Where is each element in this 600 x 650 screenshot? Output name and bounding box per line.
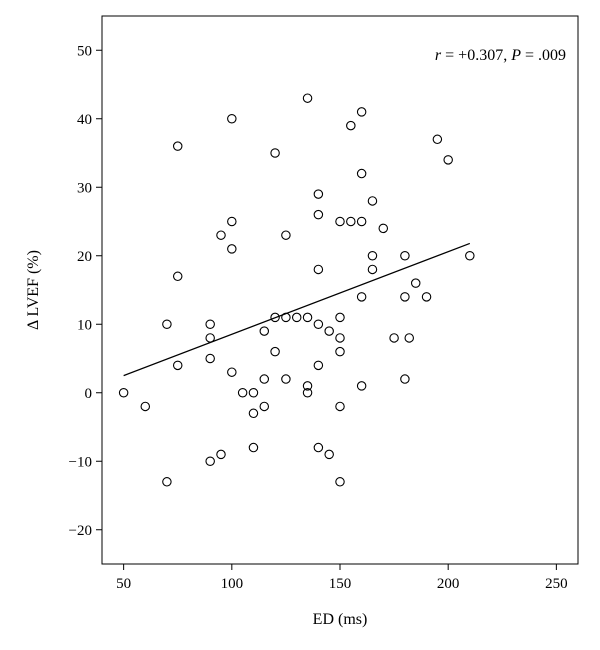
x-axis-ticks: 50 100 150 200 250	[116, 564, 568, 592]
data-point	[313, 209, 324, 220]
plot-frame	[101, 15, 579, 565]
data-point	[378, 223, 389, 234]
data-point	[421, 292, 432, 302]
data-point	[335, 312, 345, 323]
data-point	[270, 148, 280, 158]
data-point	[248, 408, 259, 419]
data-point	[346, 216, 356, 227]
data-point	[335, 333, 345, 343]
data-point	[302, 381, 313, 391]
data-point	[227, 114, 237, 124]
data-point	[324, 326, 334, 336]
data-point	[162, 319, 172, 329]
x-tick-label: 200	[437, 576, 460, 592]
data-point	[302, 93, 313, 103]
data-point	[367, 264, 378, 275]
data-point	[335, 346, 345, 357]
correlation-annotation: r = +0.307, P = .009	[435, 47, 566, 64]
data-point	[324, 449, 334, 460]
data-point	[356, 168, 367, 179]
y-tick-label: −10	[69, 454, 92, 470]
y-tick-label: −20	[69, 523, 92, 539]
data-point	[172, 360, 183, 371]
y-axis-ticks: −20 −10 0 10 20 30 40 50	[69, 43, 102, 539]
data-point	[270, 312, 280, 323]
data-point	[259, 326, 270, 336]
y-tick-label: 0	[85, 386, 93, 402]
data-point	[367, 251, 378, 261]
p-value: = .009	[521, 47, 566, 64]
regression-line	[123, 242, 471, 377]
data-point	[302, 387, 313, 398]
data-point	[313, 189, 324, 199]
data-point	[291, 312, 302, 323]
data-point	[410, 278, 421, 288]
data-point	[205, 456, 215, 466]
data-point	[248, 387, 259, 398]
data-point	[356, 292, 367, 302]
r-symbol: r	[435, 47, 442, 64]
x-tick-label: 250	[545, 576, 568, 592]
data-point	[313, 442, 324, 453]
data-point	[227, 367, 237, 377]
data-point	[118, 387, 129, 398]
data-point	[389, 333, 399, 343]
data-point	[443, 155, 453, 165]
data-point	[356, 216, 367, 227]
data-point	[227, 244, 237, 254]
data-point	[356, 107, 367, 117]
data-point	[259, 374, 270, 384]
data-point	[400, 251, 410, 261]
data-point	[367, 196, 378, 206]
p-symbol: P	[510, 47, 521, 64]
data-point	[335, 401, 345, 412]
data-point	[281, 230, 291, 240]
data-point	[227, 216, 237, 227]
y-tick-label: 30	[77, 180, 92, 196]
y-tick-label: 50	[77, 43, 92, 59]
data-point	[205, 319, 215, 329]
data-point	[205, 353, 215, 364]
data-point	[216, 230, 226, 240]
x-tick-label: 50	[116, 576, 131, 592]
x-axis-title: ED (ms)	[313, 611, 368, 628]
data-point	[259, 401, 270, 412]
r-value: = +0.307,	[441, 47, 511, 64]
x-tick-label: 150	[329, 576, 352, 592]
data-point	[346, 120, 356, 131]
data-point	[281, 374, 291, 384]
data-point	[335, 216, 345, 227]
data-point	[172, 271, 183, 282]
y-axis-title: Δ LVEF (%)	[25, 250, 42, 330]
data-point	[140, 401, 151, 412]
data-point	[162, 477, 172, 487]
data-point	[313, 360, 324, 371]
y-tick-label: 20	[77, 249, 92, 265]
data-point	[270, 346, 280, 357]
data-point	[302, 312, 313, 323]
data-point	[335, 477, 345, 487]
data-point	[400, 292, 410, 302]
data-points	[118, 93, 475, 487]
data-point	[216, 449, 226, 460]
y-tick-label: 10	[77, 317, 92, 333]
data-point	[172, 141, 183, 151]
data-point	[313, 264, 324, 275]
data-point	[313, 319, 324, 329]
data-point	[237, 387, 248, 398]
data-point	[248, 442, 259, 453]
y-tick-label: 40	[77, 112, 92, 128]
x-tick-label: 100	[221, 576, 244, 592]
data-point	[404, 333, 414, 343]
data-point	[356, 381, 367, 391]
data-point	[465, 251, 475, 261]
data-point	[432, 134, 443, 145]
data-point	[400, 374, 410, 384]
